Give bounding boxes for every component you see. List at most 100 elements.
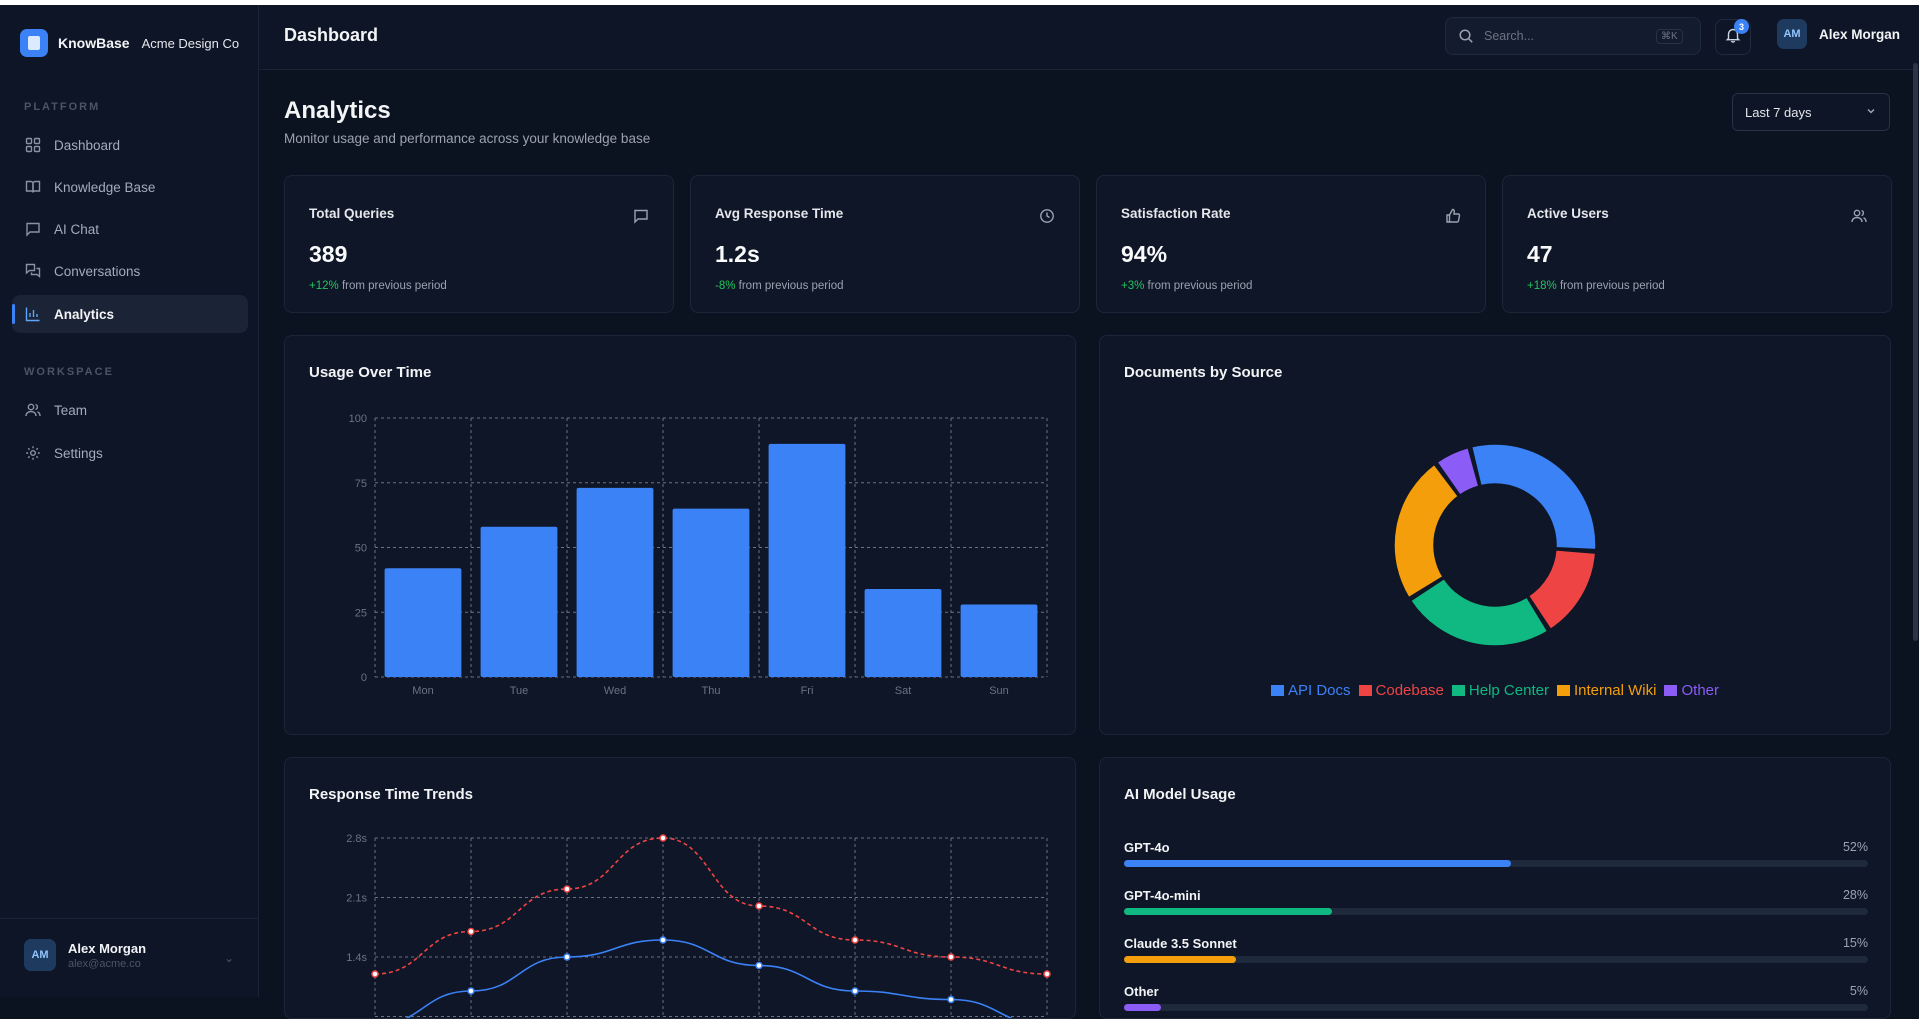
legend-item[interactable]: API Docs [1270,682,1351,699]
clock-icon [1039,208,1055,224]
stat-card-total-queries: Total Queries 389 +12% from previous per… [284,175,674,313]
brand-logo-icon [20,29,48,57]
sidebar-item-analytics[interactable]: Analytics [12,295,248,333]
sidebar: KnowBase Acme Design Co PLATFORM Dashboa… [0,5,259,997]
documents-donut-chart [1393,443,1597,647]
stat-label: Avg Response Time [715,206,844,221]
stat-delta: -8% from previous period [715,280,843,292]
model-progress-fill [1124,956,1236,963]
section-title-platform: PLATFORM [24,101,101,113]
model-percent: 28% [1842,888,1868,902]
legend-item[interactable]: Help Center [1451,682,1549,699]
sidebar-item-conversations[interactable]: Conversations [12,252,248,290]
chart-legend: API Docs Codebase Help Center Internal Wiki… [1100,682,1890,699]
delta-percent: -8% [715,280,736,292]
user-name: Alex Morgan [68,940,147,956]
y-tick-label: 2.8s [346,833,367,845]
sidebar-item-settings[interactable]: Settings [12,434,248,472]
bar [480,526,558,677]
conversations-icon [24,262,42,280]
model-progress-track [1124,908,1868,915]
card-title: AI Model Usage [1124,786,1236,803]
delta-text: from previous period [1559,280,1665,292]
stat-label: Satisfaction Rate [1121,206,1231,221]
legend-item[interactable]: Internal Wiki [1556,682,1656,699]
header-title: Dashboard [284,25,379,45]
data-point [467,927,475,936]
header-user-menu[interactable]: AM Alex Morgan [1777,19,1900,49]
data-point [947,953,955,961]
user-email: alex@acme.co [68,957,141,970]
search-box[interactable]: ⌘K [1445,17,1701,55]
brand[interactable]: KnowBase Acme Design Co [20,29,239,57]
model-progress-fill [1124,860,1511,867]
bar [576,487,654,677]
delta-percent: +3% [1121,280,1145,292]
date-range-select[interactable]: Last 7 days [1732,93,1890,131]
chevrons-icon[interactable]: ⌄ [223,951,234,965]
sidebar-item-label: Dashboard [54,137,121,153]
donut-slice [1409,577,1549,647]
model-percent: 5% [1849,984,1868,998]
stat-delta: +3% from previous period [1121,280,1252,292]
stat-label: Active Users [1527,206,1609,221]
brand-org: Acme Design Co [141,35,240,51]
page-subtitle: Monitor usage and performance across you… [284,131,651,146]
notification-badge: 3 [1734,19,1749,34]
legend-label: API Docs [1287,682,1351,699]
y-tick-label: 0 [361,672,367,684]
sidebar-item-knowledge-base[interactable]: Knowledge Base [12,168,248,206]
x-tick-label: Mon [412,685,433,697]
stat-card-avg-response-time: Avg Response Time 1.2s -8% from previous… [690,175,1080,313]
delta-text: from previous period [738,280,844,292]
book-icon [24,178,42,196]
scrollbar-thumb[interactable] [1913,63,1918,641]
bar-chart-icon [24,305,42,323]
delta-text: from previous period [341,280,447,292]
keyboard-shortcut: ⌘K [1656,28,1683,44]
bar [384,568,462,677]
stat-value: 47 [1527,241,1553,267]
sidebar-item-team[interactable]: Team [12,391,248,429]
chat-icon [24,220,42,238]
card-title: Documents by Source [1124,364,1283,381]
top-header: Dashboard ⌘K 3 AM Alex Morgan [259,5,1919,70]
section-title-workspace: WORKSPACE [24,366,114,378]
legend-item[interactable]: Other [1664,682,1719,699]
gear-icon [24,444,42,462]
x-tick-label: Fri [801,685,814,697]
legend-label: Help Center [1468,682,1549,699]
scrollbar[interactable] [1911,63,1919,997]
stat-label: Total Queries [309,206,395,221]
legend-swatch [1451,685,1465,696]
y-tick-label: 2.1s [346,893,367,905]
data-point [467,987,475,995]
sidebar-item-label: Analytics [54,306,115,322]
stat-card-satisfaction-rate: Satisfaction Rate 94% +3% from previous … [1096,175,1486,313]
stat-value: 389 [309,241,348,267]
model-progress-fill [1124,908,1333,915]
sidebar-item-ai-chat[interactable]: AI Chat [12,210,248,248]
avatar: AM [1777,19,1807,49]
data-point [659,936,667,944]
delta-percent: +12% [309,280,339,292]
message-icon [633,208,649,224]
y-tick-label: 100 [349,413,367,425]
sidebar-item-dashboard[interactable]: Dashboard [12,126,248,164]
y-tick-label: 75 [355,478,367,490]
user-menu[interactable]: AM Alex Morgan alex@acme.co [24,939,146,971]
legend-swatch [1556,685,1570,696]
model-progress-track [1124,956,1868,963]
search-input[interactable] [1482,28,1656,44]
bar [864,588,942,677]
data-point [755,902,763,910]
stat-delta: +18% from previous period [1527,280,1665,292]
brand-name: KnowBase [58,35,130,51]
model-name: Claude 3.5 Sonnet [1124,936,1237,951]
header-user-name: Alex Morgan [1819,26,1901,42]
model-name: Other [1124,984,1159,999]
x-tick-label: Wed [604,685,626,697]
x-tick-label: Thu [702,685,721,697]
series-line [405,939,1013,1018]
legend-item[interactable]: Codebase [1358,682,1444,699]
